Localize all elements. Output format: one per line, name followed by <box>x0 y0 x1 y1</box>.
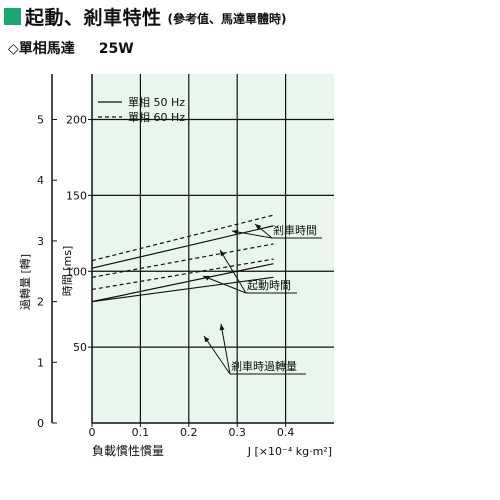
title-row: 起動、剎車特性 (參考值、馬達單體時) <box>4 3 287 29</box>
time-tick-label-3: 200 <box>66 114 87 127</box>
time-tick-label-2: 150 <box>66 189 87 202</box>
x-axis-unit-label: J [×10⁻⁴ kg·m²] <box>247 445 332 458</box>
annotation-start-time-b-arrowhead <box>220 250 226 257</box>
plot-area <box>92 74 334 423</box>
annotation-brake-overrun-a-leader <box>203 335 231 375</box>
annotation-brake-overrun-b-arrowhead <box>219 324 225 331</box>
legend-label-1: 單相 60 Hz <box>128 111 185 124</box>
annotation-start-time-a-leader <box>202 275 247 294</box>
series-line-2 <box>91 263 274 303</box>
annotation-brake-time-a-leader <box>231 230 273 239</box>
page-title: 起動、剎車特性 <box>25 6 162 29</box>
annotation-brake-time: 剎車時間 <box>273 223 317 237</box>
turns-tick-label-3: 3 <box>37 235 44 248</box>
motor-power-label: 25W <box>98 41 134 57</box>
time-tick-label-1: 100 <box>66 265 87 278</box>
title-note: (參考值、馬達單體時) <box>167 11 287 26</box>
annotation-brake-overrun-b-leader <box>220 323 231 375</box>
x-tick-label-4: 0.4 <box>277 426 295 439</box>
x-tick-label-0: 0 <box>89 426 96 439</box>
legend-label-0: 單相 50 Hz <box>128 96 185 109</box>
time-tick-label-0: 50 <box>73 341 87 354</box>
turns-axis-label: 過轉量 [轉] <box>19 254 32 310</box>
time-axis-label: 時間 [ms] <box>61 246 74 297</box>
series-line-5 <box>91 258 274 291</box>
turns-tick-label-2: 2 <box>37 296 44 309</box>
annotation-brake-time-b-arrowhead <box>255 224 262 230</box>
turns-tick-label-0: 0 <box>37 417 44 430</box>
subtitle-row: ◇單相馬達 25W <box>8 38 134 58</box>
x-tick-label-3: 0.3 <box>228 426 246 439</box>
x-tick-label-1: 0.1 <box>132 426 150 439</box>
annotation-start-time: 起動時間 <box>247 278 291 292</box>
accent-square-icon <box>4 7 21 25</box>
annotation-brake-time-a-arrowhead <box>232 229 239 235</box>
turns-tick-label-5: 5 <box>37 114 44 127</box>
series-line-3 <box>91 243 274 278</box>
series-line-4 <box>91 276 274 303</box>
motor-type-label: ◇單相馬達 <box>8 41 75 57</box>
annotation-brake-overrun-a-arrowhead <box>204 336 210 343</box>
turns-tick-label-1: 1 <box>37 356 44 369</box>
annotation-brake-overrun: 剎車時過轉量 <box>231 359 297 373</box>
annotation-start-time-a-arrowhead <box>203 275 210 281</box>
turns-tick-label-4: 4 <box>37 174 44 187</box>
x-axis-label: 負載慣性慣量 <box>92 443 164 458</box>
annotation-start-time-b-leader <box>219 249 247 294</box>
series-line-1 <box>91 214 274 262</box>
x-tick-label-2: 0.2 <box>180 426 198 439</box>
